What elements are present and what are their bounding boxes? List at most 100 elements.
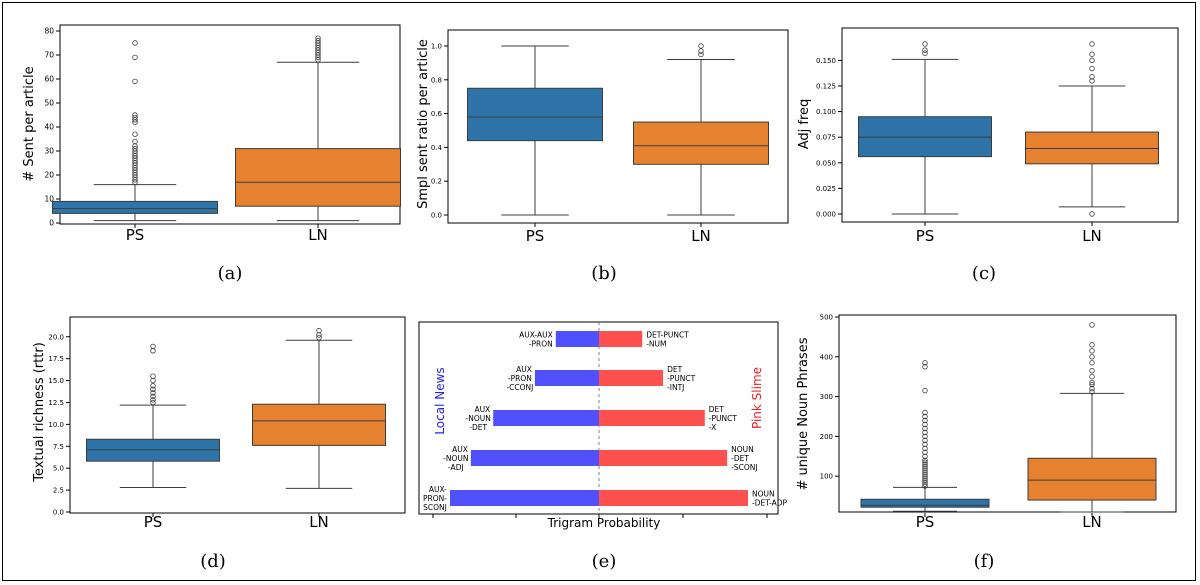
- panel-a-ln-flier: [315, 35, 321, 41]
- panel-a-ps-flier: [132, 40, 138, 46]
- panel-c-ps-flier: [922, 47, 928, 53]
- panel-c-ln-box: [1025, 131, 1159, 165]
- panel-e-bar-right: [599, 331, 643, 347]
- panel-e-bar-right-label: DET -PUNCT -X: [709, 405, 738, 432]
- panel-e-left-series-label: Local News: [433, 367, 447, 434]
- panel-d-xtick-label-ln: LN: [309, 513, 329, 531]
- panel-d-ps-flier: [150, 397, 156, 403]
- panel-f-ps-flier: [922, 457, 928, 463]
- panel-f-ps-flier: [922, 463, 928, 469]
- panel-a-ytick-label: 10: [44, 195, 54, 204]
- panel-e-bar-right: [599, 370, 664, 386]
- panel-f: 100 200 300 400 500 PS LN # unique Noun Phrase…: [796, 314, 1177, 572]
- panel-c-ytick-label: 0.125: [816, 82, 836, 90]
- panel-c-ps-flier: [922, 50, 928, 56]
- panel-f-ln-flier: [1089, 379, 1095, 386]
- panel-f-ps-flier: [922, 437, 928, 444]
- panel-a-ps-box: [52, 200, 218, 214]
- panel-f-ln-flier: [1089, 373, 1095, 380]
- panel-c-ytick-label: 0.050: [816, 159, 836, 167]
- panel-a-xtick-label-ps: PS: [126, 226, 145, 244]
- panel-e-bar-left-label: AUX-AUX -PRON: [519, 331, 553, 349]
- panel-f-caption: (f): [974, 551, 995, 572]
- panel-a-ps-flier: [132, 112, 138, 118]
- panel-e-bar-left: [534, 370, 599, 386]
- panel-a-ps-flier: [132, 131, 138, 137]
- panel-f-ps-flier: [922, 453, 928, 459]
- panel-a-ps-flier: [132, 54, 138, 61]
- panel-f-ps-flier: [922, 449, 928, 456]
- panel-b-ytick-label: 0.8: [431, 76, 442, 84]
- panel-e-bar-left-label: AUX -PRON -CCONJ: [506, 365, 533, 392]
- panel-b-xtick-label-ln: LN: [691, 227, 711, 245]
- panel-d-ps-flier: [150, 377, 156, 384]
- panel-f-plot-frame: [838, 314, 1177, 513]
- panel-a: 0 10 20 30 40 50 60 70 80 PS LN # Sent per article…: [22, 24, 401, 284]
- panel-b-ytick-label: 0.0: [431, 212, 442, 220]
- panel-f-ln-flier: [1089, 368, 1095, 374]
- panel-d-ps-flier: [150, 373, 156, 379]
- panel-d-ytick-label: 15.0: [48, 377, 64, 385]
- panel-b-ln-flier: [698, 48, 704, 54]
- panel-c-ps-flier: [922, 41, 928, 47]
- panel-a-ytick-label: 70: [44, 51, 54, 60]
- panel-f-ps-flier: [922, 473, 928, 479]
- panel-d-ytick-label: 17.5: [48, 355, 64, 363]
- panel-f-ps-flier: [922, 413, 928, 420]
- panel-d-ps-flier: [150, 393, 156, 400]
- panel-b-ln-flier: [698, 43, 704, 49]
- panel-c-xtick-label-ln: LN: [1082, 227, 1102, 245]
- panel-d-ln-flier: [316, 327, 322, 334]
- panel-f-ln-flier: [1089, 389, 1095, 395]
- panel-f-ps-flier: [922, 467, 928, 473]
- panel-c-ytick-label: 0.100: [816, 108, 836, 116]
- panel-f-ps-flier: [922, 479, 928, 485]
- panel-e-bar-left-label: AUX-PRON-SCONJ: [423, 485, 447, 512]
- panel-d-ytick-label: 20.0: [48, 333, 64, 341]
- panel-f-xtick-label-ln: LN: [1082, 513, 1102, 531]
- panel-f-ln-flier: [1089, 385, 1095, 392]
- panel-c-xtick-label-ps: PS: [916, 227, 935, 245]
- panel-c-ylabel: Adj freq: [797, 99, 812, 150]
- panel-a-ytick-label: 30: [44, 147, 54, 156]
- panel-d-caption: (d): [200, 551, 226, 572]
- panel-f-ps-flier: [922, 483, 928, 489]
- panel-e-bar-left: [493, 410, 599, 426]
- panel-f-ps-flier: [922, 465, 928, 471]
- panel-b-ylabel: Smpl sent ratio per article: [416, 39, 431, 209]
- panel-f-ps-flier: [922, 459, 928, 465]
- panel-a-caption: (a): [218, 263, 243, 284]
- panel-c-ytick-label: 0.000: [816, 211, 836, 219]
- panel-a-ytick-label: 50: [44, 99, 54, 108]
- panel-f-ytick-label: 100: [820, 473, 833, 481]
- panel-e-marks: AUX-AUX -PRON DET-PUNCT -NUM AUX -PRON -CCONJ D…: [423, 322, 788, 518]
- panel-d-ps-flier: [150, 390, 156, 396]
- panel-c-ytick-label: 0.025: [816, 185, 836, 193]
- panel-a-ytick-label: 20: [44, 171, 54, 180]
- panel-a-ytick-label: 0: [49, 219, 54, 228]
- panel-f-ps-flier: [922, 481, 928, 487]
- panel-d-ytick-label: 0.0: [53, 509, 64, 517]
- panel-f-ln-flier: [1089, 381, 1095, 388]
- panel-e-bar-left: [450, 490, 599, 506]
- panel-a-ytick-label: 80: [44, 27, 54, 36]
- panel-f-xtick-label-ps: PS: [916, 513, 935, 531]
- panel-d-ytick-label: 5.0: [53, 465, 64, 473]
- panel-c-ln-flier: [1089, 51, 1095, 57]
- panel-f-ps-flier: [922, 425, 928, 432]
- panel-a-ln-flier: [315, 37, 321, 44]
- panel-d-ln-flier: [316, 334, 322, 341]
- panel-f-ytick-label: 200: [820, 433, 833, 441]
- panel-a-ytick-label: 60: [44, 75, 54, 84]
- panel-c-marks: 0.000 0.025 0.050 0.075 0.100 0.125 0.150 PS LN: [816, 41, 1159, 245]
- panel-b-ytick-label: 0.4: [431, 144, 443, 152]
- panel-e-bar-right: [599, 450, 728, 466]
- panel-a-ps-flier: [132, 138, 138, 145]
- panel-d-ytick-label: 10.0: [48, 421, 64, 429]
- panel-e-bar-left-label: AUX -NOUN -ADJ: [443, 445, 468, 472]
- panel-a-plot-frame: [59, 24, 401, 225]
- panel-b-ps-box: [467, 87, 603, 142]
- panel-b-plot-frame: [447, 29, 789, 224]
